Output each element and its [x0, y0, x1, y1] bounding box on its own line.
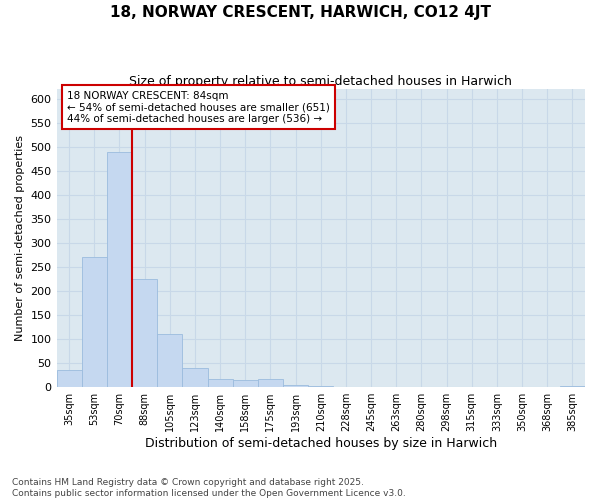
Bar	[56, 370, 82, 387]
Text: Contains HM Land Registry data © Crown copyright and database right 2025.
Contai: Contains HM Land Registry data © Crown c…	[12, 478, 406, 498]
Bar	[208, 378, 233, 387]
Bar	[157, 334, 182, 387]
Text: 18, NORWAY CRESCENT, HARWICH, CO12 4JT: 18, NORWAY CRESCENT, HARWICH, CO12 4JT	[110, 5, 491, 20]
Bar	[258, 378, 283, 387]
Bar	[283, 385, 308, 387]
Title: Size of property relative to semi-detached houses in Harwich: Size of property relative to semi-detach…	[130, 75, 512, 88]
Bar	[233, 380, 258, 387]
Bar	[308, 386, 334, 387]
Text: 18 NORWAY CRESCENT: 84sqm
← 54% of semi-detached houses are smaller (651)
44% of: 18 NORWAY CRESCENT: 84sqm ← 54% of semi-…	[67, 90, 330, 124]
Bar	[182, 368, 208, 387]
Bar	[560, 386, 585, 387]
Bar	[107, 152, 132, 387]
Bar	[132, 279, 157, 387]
X-axis label: Distribution of semi-detached houses by size in Harwich: Distribution of semi-detached houses by …	[145, 437, 497, 450]
Y-axis label: Number of semi-detached properties: Number of semi-detached properties	[15, 135, 25, 341]
Bar	[82, 258, 107, 387]
